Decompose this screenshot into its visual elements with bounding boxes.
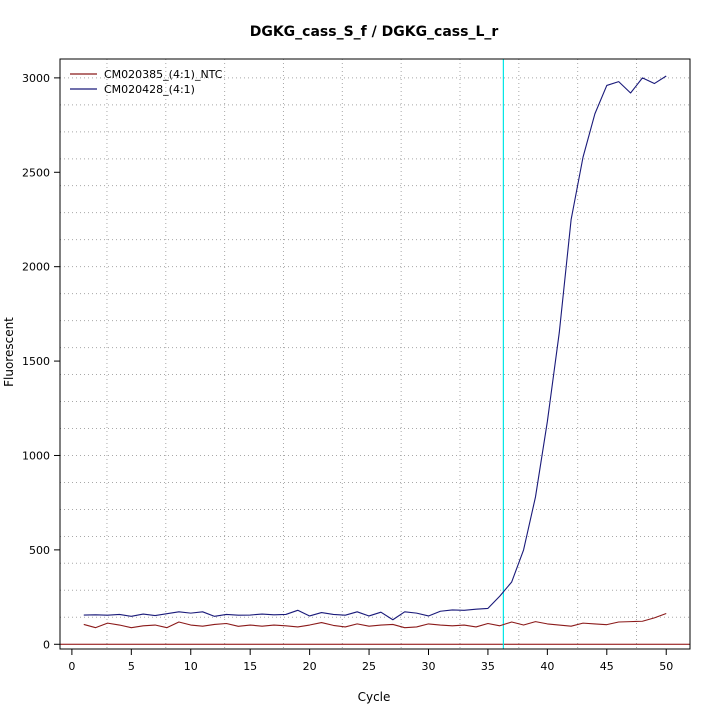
series-line-2 (83, 75, 667, 621)
axes: 0 5 10 15 20 25 30 35 40 45 5005001000150020002500… (22, 58, 691, 673)
grid (60, 59, 690, 649)
chart-title: DGKG_cass_S_f / DGKG_cass_L_r (250, 24, 499, 40)
x-tick-label: 45 (600, 660, 614, 673)
y-tick-label: 1000 (22, 449, 50, 462)
y-tick-label: 3000 (22, 72, 50, 85)
x-tick-label: 0 (68, 660, 75, 673)
legend-label-1: CM020385_(4:1)_NTC (104, 68, 223, 81)
x-tick-label: 30 (421, 660, 435, 673)
series-lines (83, 75, 667, 629)
y-tick-label: 2000 (22, 261, 50, 274)
legend: CM020385_(4:1)_NTC CM020428_(4:1) (70, 68, 223, 96)
y-tick-label: 2500 (22, 166, 50, 179)
x-tick-label: 20 (303, 660, 317, 673)
x-tick-label: 15 (243, 660, 257, 673)
x-tick-label: 5 (128, 660, 135, 673)
series-line-1 (83, 612, 667, 629)
x-tick-label: 35 (481, 660, 495, 673)
x-tick-label: 50 (659, 660, 673, 673)
x-tick-label: 25 (362, 660, 376, 673)
y-tick-label: 1500 (22, 355, 50, 368)
y-tick-label: 500 (29, 544, 50, 557)
y-tick-label: 0 (43, 638, 50, 651)
x-tick-label: 10 (184, 660, 198, 673)
legend-label-2: CM020428_(4:1) (104, 83, 195, 96)
plot-frame (59, 58, 691, 650)
x-tick-label: 40 (540, 660, 554, 673)
x-axis-label: Cycle (358, 690, 391, 704)
y-axis-label: Fluorescent (2, 317, 16, 387)
